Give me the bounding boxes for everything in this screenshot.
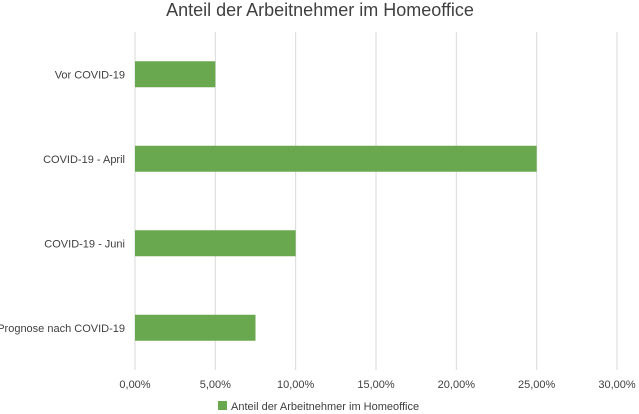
x-tick-label: 20,00%: [438, 379, 476, 391]
bar: [135, 314, 256, 341]
legend-swatch: [218, 401, 227, 410]
bar: [135, 230, 296, 257]
x-axis-tick-labels: 0,00% 5,00% 10,00% 15,00% 20,00% 25,00% 30,00%: [119, 379, 635, 391]
category-label: Vor COVID-19: [55, 69, 125, 81]
bar: [135, 145, 537, 172]
x-tick-label: 10,00%: [277, 379, 315, 391]
gridlines: [134, 32, 618, 370]
category-label: COVID-19 - April: [43, 154, 125, 166]
bars: [135, 61, 537, 341]
category-label: Prognose nach COVID-19: [0, 323, 125, 335]
x-tick-label: 30,00%: [598, 379, 636, 391]
bar: [135, 61, 216, 88]
chart-title: Anteil der Arbeitnehmer im Homeoffice: [166, 0, 474, 20]
x-tick-label: 25,00%: [518, 379, 556, 391]
category-label: COVID-19 - Juni: [44, 238, 125, 250]
x-tick-label: 5,00%: [200, 379, 231, 391]
x-tick-label: 15,00%: [357, 379, 395, 391]
category-labels: Vor COVID-19 COVID-19 - April COVID-19 - J…: [0, 69, 125, 335]
legend: Anteil der Arbeitnehmer im Homeoffice: [218, 401, 419, 413]
legend-label: Anteil der Arbeitnehmer im Homeoffice: [231, 401, 419, 413]
x-tick-label: 0,00%: [119, 379, 150, 391]
